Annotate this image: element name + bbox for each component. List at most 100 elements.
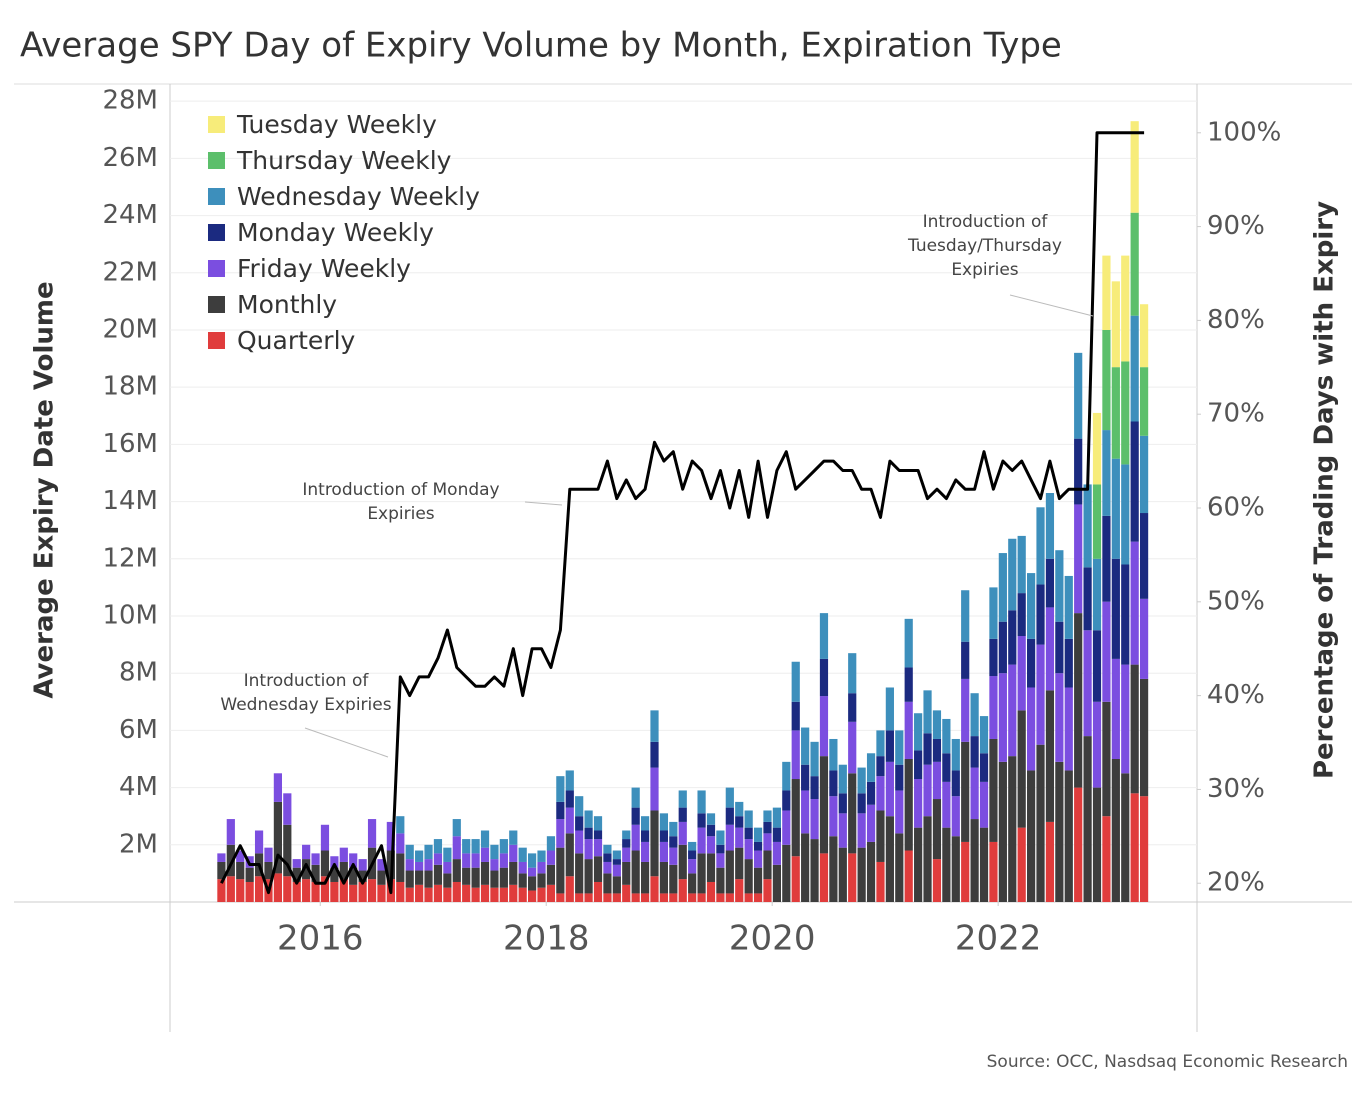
bar-segment [1139, 796, 1149, 902]
bar-segment [1064, 638, 1073, 688]
bar-segment [396, 833, 405, 854]
bar-segment [452, 836, 461, 860]
bar-segment [509, 861, 518, 885]
bar-segment [622, 884, 631, 902]
bar-segment [612, 850, 621, 860]
bar-segment [320, 850, 330, 877]
bar-segment [819, 613, 829, 659]
bar-segment [819, 696, 829, 757]
annotation-text: Wednesday Expiries [220, 695, 391, 715]
bar-segment [226, 819, 235, 845]
bar-segment [923, 690, 932, 734]
bar-segment [669, 847, 678, 865]
bar-segment [932, 799, 942, 860]
bar-segment [556, 801, 565, 820]
annotation-connector [524, 501, 563, 506]
bar-segment [471, 867, 480, 888]
bar-segment [640, 816, 650, 831]
bar-segment [433, 884, 443, 902]
bar-segment [829, 770, 838, 797]
bar-segment [612, 893, 621, 902]
bar-segment [819, 756, 829, 854]
bar-segment [603, 893, 612, 902]
bar-segment [763, 850, 772, 880]
bar-segment [640, 861, 650, 894]
bar-segment [565, 876, 574, 902]
y2-tick-label: 30% [1207, 774, 1265, 804]
bar-segment [603, 861, 612, 874]
chart-title: Average SPY Day of Expiry Volume by Mont… [20, 26, 1062, 66]
bar-segment [829, 796, 838, 837]
bar-segment [979, 781, 989, 828]
bar-segment [1111, 658, 1120, 759]
bar-segment [1139, 367, 1149, 436]
bar-segment [1036, 644, 1045, 745]
bar-segment [546, 884, 556, 902]
source-note: Source: OCC, Nasdsaq Economic Research [987, 1052, 1348, 1072]
annotation-text: Introduction of [923, 212, 1049, 232]
bar-segment [462, 867, 471, 885]
bar-segment [735, 827, 744, 848]
bar-segment [942, 753, 951, 782]
bar-segment [1064, 687, 1073, 771]
bar-segment [330, 856, 339, 868]
bar-segment [772, 864, 781, 902]
bar-segment [951, 796, 960, 837]
bar-segment [753, 850, 763, 868]
bar-segment [575, 796, 584, 817]
bar-segment [1027, 638, 1036, 688]
bar-segment [302, 844, 311, 860]
bar-segment [556, 819, 565, 848]
bar-segment [876, 810, 885, 862]
bar-segment [349, 867, 358, 885]
bar-segment [829, 738, 838, 771]
bar-segment [537, 861, 546, 874]
bar-segment [612, 864, 621, 877]
bar-segment [1092, 558, 1102, 631]
bar-segment [499, 839, 508, 854]
annotation-text: Expiries [367, 504, 434, 524]
y-tick-label: 18M [102, 372, 158, 402]
bar-segment [518, 847, 527, 862]
bar-segment [791, 730, 800, 780]
bar-segment [650, 741, 659, 768]
bar-segment [923, 733, 932, 765]
bar-segment [1102, 515, 1111, 602]
bar-segment [1074, 352, 1083, 439]
legend-swatch [208, 224, 225, 241]
bar-segment [339, 847, 348, 862]
bar-segment [979, 753, 989, 782]
bar-segment [584, 827, 593, 840]
bar-segment [706, 824, 716, 837]
bar-segment [753, 827, 763, 842]
bar-segment [866, 753, 876, 782]
bar-segment [584, 839, 593, 860]
bar-segment [810, 839, 819, 902]
bar-segment [1045, 558, 1055, 608]
bar-segment [979, 716, 989, 754]
bar-segment [1074, 438, 1083, 505]
bar-segment [735, 879, 744, 902]
bar-segment [904, 701, 913, 759]
bar-segment [254, 876, 264, 902]
bar-segment [443, 873, 452, 888]
bar-segment [885, 730, 894, 762]
bar-segment [970, 736, 979, 768]
bar-segment [866, 781, 876, 805]
bar-segment [1083, 567, 1092, 631]
bar-segment [575, 830, 584, 854]
bar-segment [245, 867, 254, 882]
bar-segment [716, 844, 725, 854]
bar-segment [914, 750, 923, 780]
bar-segment [659, 861, 669, 894]
bar-segment [848, 773, 857, 854]
y-tick-label: 10M [102, 600, 158, 630]
bar-segment [593, 816, 603, 831]
bar-segment [706, 836, 716, 854]
bar-segment [885, 816, 894, 902]
bar-segment [593, 839, 603, 857]
bar-segment [716, 830, 725, 845]
bar-segment [537, 850, 546, 862]
y2-axis-title: Percentage of Trading Days with Expiry [1310, 201, 1340, 779]
bar-segment [772, 827, 781, 842]
